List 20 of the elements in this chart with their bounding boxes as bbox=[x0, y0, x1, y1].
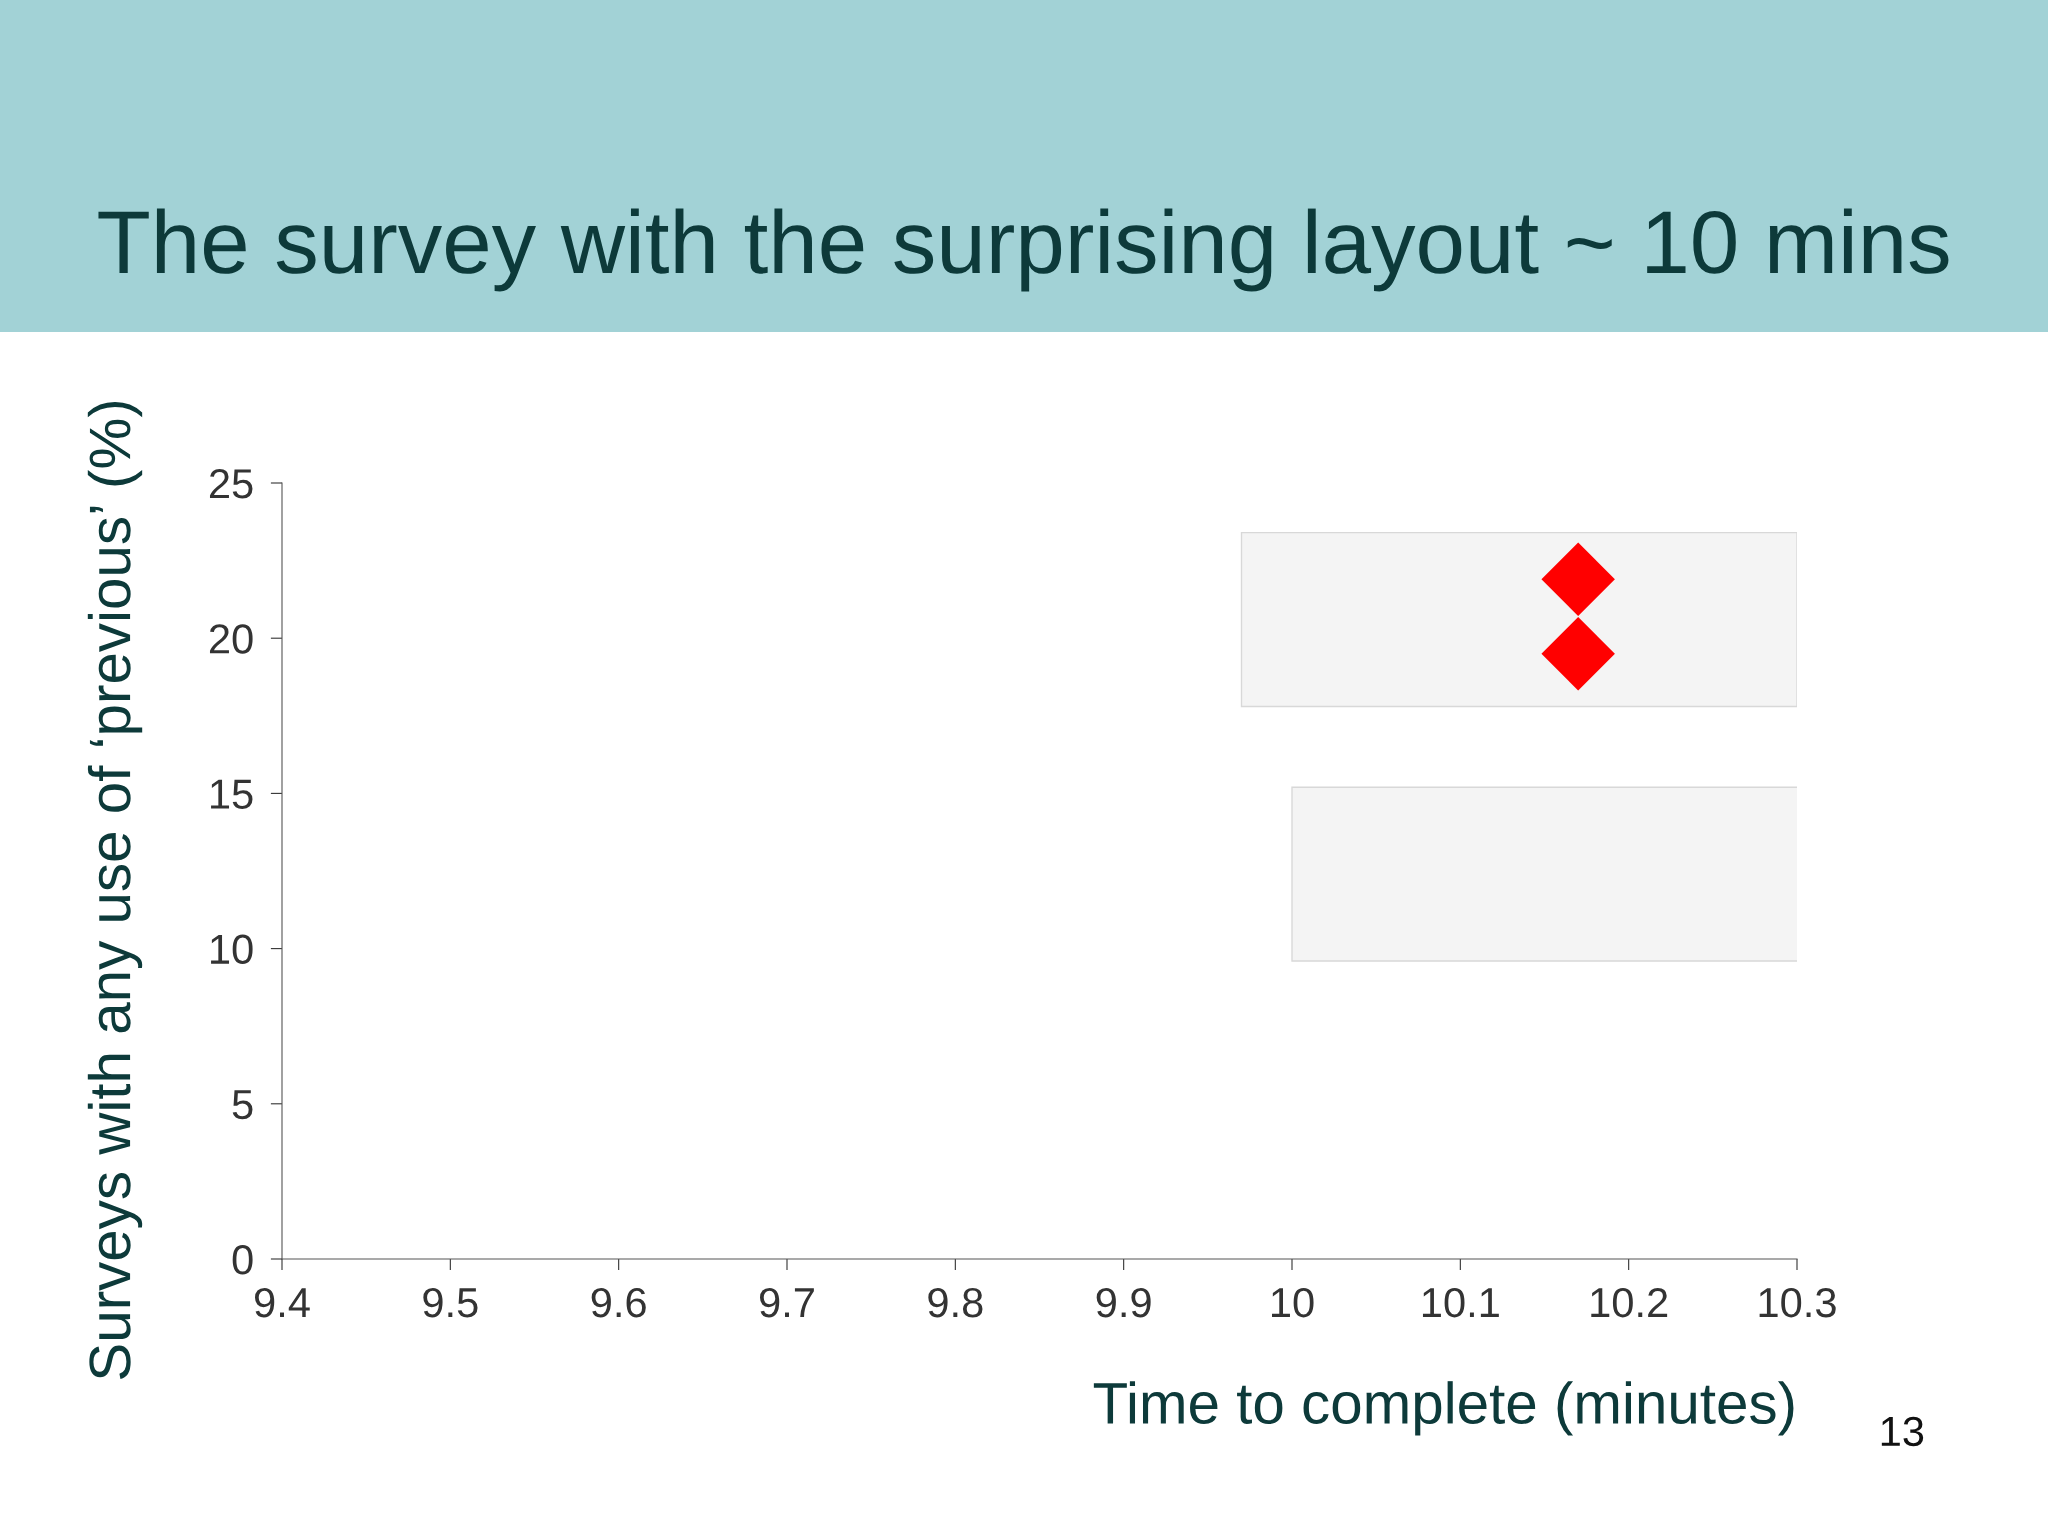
x-tick-label: 9.8 bbox=[928, 1287, 983, 1318]
y-tick-label: 15 bbox=[211, 779, 253, 809]
y-tick-label: 20 bbox=[209, 624, 253, 654]
text: 13 bbox=[1881, 1416, 1924, 1447]
x-tick-label: 10 bbox=[1272, 1287, 1314, 1318]
y-tick-label: 10 bbox=[211, 934, 253, 965]
x-axis-title: Time to complete (minutes) bbox=[1093, 1381, 1794, 1436]
y-tick-label: 0 bbox=[232, 1245, 253, 1275]
x-tick-label: 9.7 bbox=[759, 1287, 814, 1318]
x-tick-label: 9.4 bbox=[254, 1287, 310, 1318]
y-tick-label: 5 bbox=[232, 1090, 253, 1120]
chart-title: The survey with the surprising layout ~ 10 mins bbox=[98, 208, 1949, 292]
x-tick-label: 9.6 bbox=[591, 1287, 646, 1318]
x-tick-label: 9.9 bbox=[1096, 1287, 1151, 1318]
y-axis-title: Surveys with any use of ‘previous’ (%) bbox=[87, 401, 143, 1380]
x-tick-label: 10.1 bbox=[1422, 1287, 1499, 1318]
y-tick-label: 25 bbox=[209, 469, 253, 499]
x-tick-label: 10.2 bbox=[1591, 1287, 1668, 1318]
x-tick-label: 9.5 bbox=[423, 1287, 478, 1318]
x-tick-label: 10.3 bbox=[1759, 1287, 1836, 1318]
